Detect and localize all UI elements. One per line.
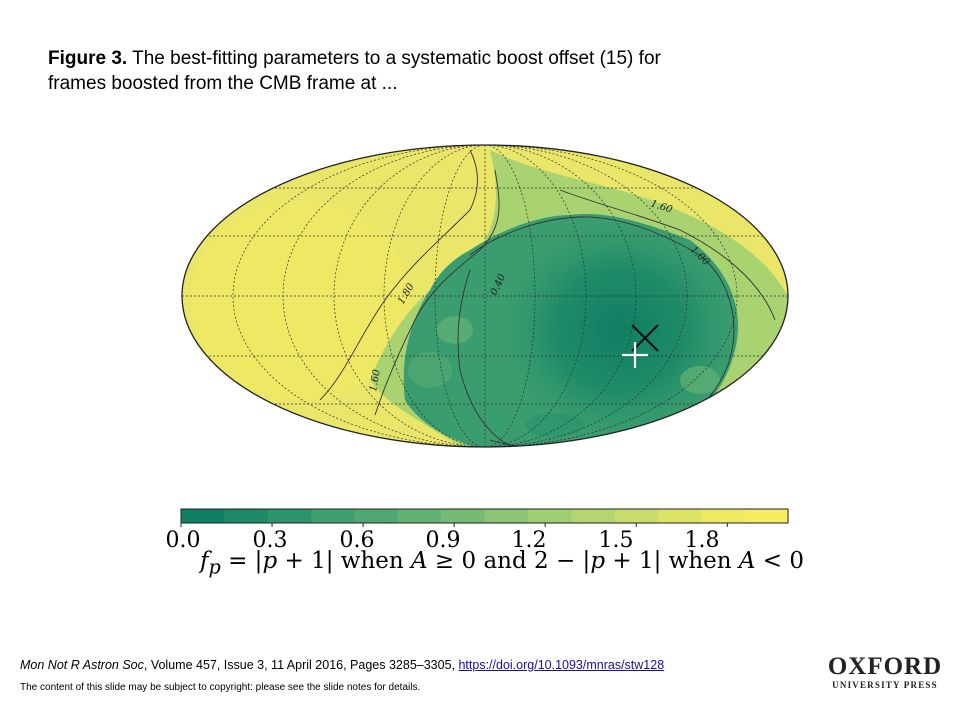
logo-line-1: OXFORD: [827, 653, 943, 680]
colorbar-segment: [744, 509, 789, 523]
dark-core-region: [500, 220, 740, 440]
copyright-notice: The content of this slide may be subject…: [20, 682, 421, 693]
colorbar: [180, 508, 789, 527]
colorbar-segment: [397, 509, 442, 523]
graticule: [182, 145, 788, 447]
contour-label: 1.60: [368, 368, 383, 392]
colorbar-segment: [354, 509, 399, 523]
colorbar-segment: [484, 509, 529, 523]
colorbar-segment: [181, 509, 225, 523]
colorbar-segment: [614, 509, 659, 523]
mollweide-map: 1.60 1.00 1.80 0.40 1.60: [181, 144, 789, 448]
colorbar-tick: 1.8: [685, 528, 720, 553]
citation: Mon Not R Astron Soc, Volume 457, Issue …: [20, 658, 664, 672]
colorbar-segment: [657, 509, 702, 523]
colorbar-segment: [571, 509, 616, 523]
doi-link[interactable]: https://doi.org/10.1093/mnras/stw128: [458, 658, 665, 672]
oxford-logo: OXFORD UNIVERSITY PRESS: [820, 653, 950, 691]
best-fit-cross-marker: [631, 324, 659, 352]
cmb-dipole-plus-marker: [622, 342, 648, 368]
colorbar-tick: 0.6: [340, 528, 375, 553]
colorbar-frame: [180, 508, 789, 524]
citation-details: , Volume 457, Issue 3, 11 April 2016, Pa…: [143, 658, 459, 672]
colorbar-ticks: 0.0 0.3 0.6 0.9 1.2 1.5 1.8: [166, 528, 720, 553]
colorbar-tick: 0.3: [253, 528, 288, 553]
sky-map-figure: 1.60 1.00 1.80 0.40 1.60 0.0 0.3 0.6 0.9…: [166, 144, 789, 553]
journal-name: Mon Not R Astron Soc: [20, 658, 144, 672]
colorbar-segment: [311, 509, 356, 523]
colorbar-formula: fp = |p + 1| when A ≥ 0 and 2 − |p + 1| …: [200, 548, 805, 579]
figure-label: Figure 3.: [48, 48, 128, 69]
colorbar-tick: 0.9: [426, 528, 461, 553]
colorbar-segment: [701, 509, 746, 523]
map-outline: [181, 144, 789, 448]
colorbar-segment: [441, 509, 486, 523]
logo-line-2: UNIVERSITY PRESS: [832, 680, 938, 690]
contours: [319, 149, 776, 447]
colorbar-segment: [224, 509, 269, 523]
colorbar-tick: 1.2: [512, 528, 547, 553]
figure-caption: Figure 3. The best-fitting parameters to…: [48, 46, 688, 96]
caption-text: The best-fitting parameters to a systema…: [48, 48, 661, 94]
colorbar-segment: [267, 509, 312, 523]
colorbar-tick: 0.0: [166, 528, 201, 553]
colorbar-segment: [527, 509, 572, 523]
colorbar-tick: 1.5: [599, 528, 634, 553]
